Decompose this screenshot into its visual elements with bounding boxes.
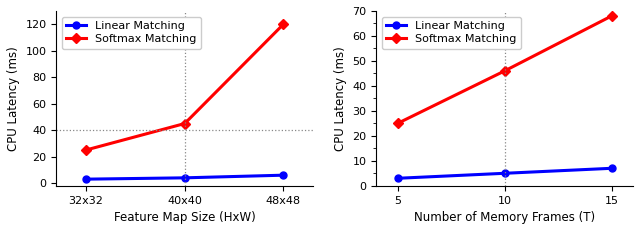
Softmax Matching (181, 122, 189, 125)
Softmax Matching (501, 70, 509, 72)
Legend: Linear Matching, Softmax Matching: Linear Matching, Softmax Matching (62, 16, 201, 49)
Legend: Linear Matching, Softmax Matching: Linear Matching, Softmax Matching (382, 16, 521, 49)
X-axis label: Number of Memory Frames (T): Number of Memory Frames (T) (414, 211, 595, 224)
Line: Softmax Matching: Softmax Matching (394, 12, 615, 127)
Line: Softmax Matching: Softmax Matching (83, 21, 287, 153)
Linear Matching (394, 177, 401, 180)
Softmax Matching (82, 149, 90, 151)
Linear Matching (608, 167, 616, 170)
Linear Matching (280, 174, 287, 176)
Linear Matching (181, 176, 189, 179)
Y-axis label: CPU Latency (ms): CPU Latency (ms) (334, 46, 347, 151)
Softmax Matching (280, 23, 287, 26)
X-axis label: Feature Map Size (HxW): Feature Map Size (HxW) (114, 211, 255, 224)
Line: Linear Matching: Linear Matching (83, 172, 287, 183)
Linear Matching (82, 178, 90, 181)
Line: Linear Matching: Linear Matching (394, 165, 615, 182)
Y-axis label: CPU Latency (ms): CPU Latency (ms) (7, 46, 20, 151)
Softmax Matching (608, 15, 616, 17)
Softmax Matching (394, 122, 401, 125)
Linear Matching (501, 172, 509, 175)
